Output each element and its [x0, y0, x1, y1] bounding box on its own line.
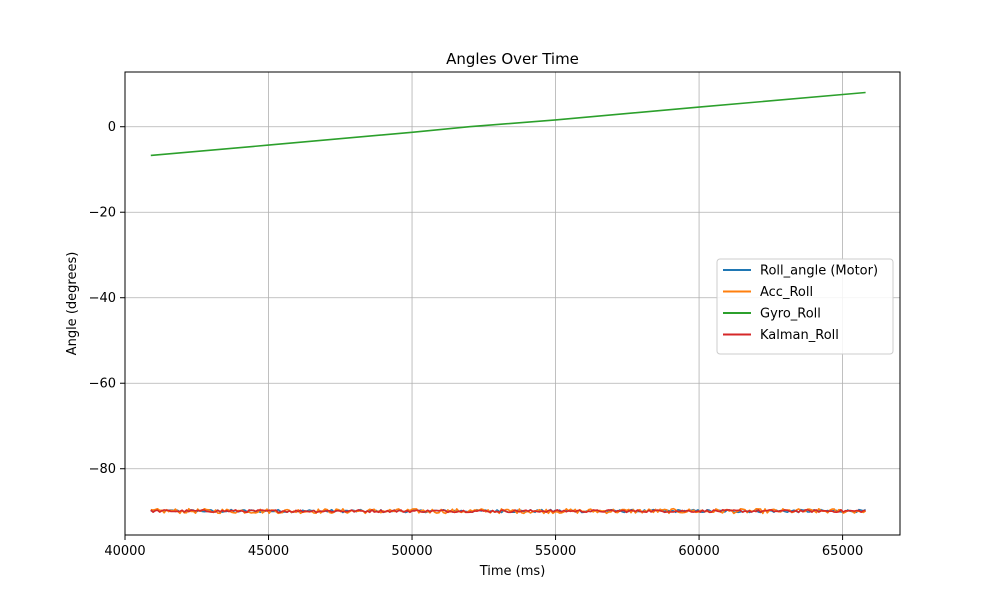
- y-tick-label: 0: [108, 120, 116, 135]
- x-tick-label: 55000: [535, 544, 576, 559]
- y-axis-label: Angle (degrees): [65, 252, 80, 356]
- chart-title: Angles Over Time: [446, 50, 579, 68]
- legend: Roll_angle (Motor) Acc_Roll Gyro_Roll Kalma…: [716, 258, 894, 355]
- legend-label: Kalman_Roll: [760, 328, 839, 343]
- legend-label: Acc_Roll: [760, 285, 813, 300]
- y-tick-label: −20: [89, 206, 116, 221]
- x-axis-ticks: 40000 45000 50000 55000 60000 65000: [104, 535, 863, 559]
- x-axis-label: Time (ms): [479, 564, 546, 579]
- y-tick-label: −40: [89, 291, 116, 306]
- y-tick-label: −60: [89, 377, 116, 392]
- legend-label: Roll_angle (Motor): [760, 264, 878, 279]
- y-tick-label: −80: [89, 462, 116, 477]
- series-line-3: [150, 509, 866, 514]
- plot-frame: [124, 71, 901, 536]
- x-tick-label: 45000: [248, 544, 289, 559]
- series-lines: [150, 91, 867, 515]
- legend-label: Gyro_Roll: [760, 307, 821, 322]
- y-axis-ticks: 0 −20 −40 −60 −80: [89, 120, 125, 477]
- series-line-2: [150, 91, 866, 157]
- x-tick-label: 60000: [678, 544, 719, 559]
- x-tick-label: 40000: [104, 544, 145, 559]
- x-tick-label: 65000: [822, 544, 863, 559]
- legend-box: [716, 258, 894, 355]
- x-tick-label: 50000: [391, 544, 432, 559]
